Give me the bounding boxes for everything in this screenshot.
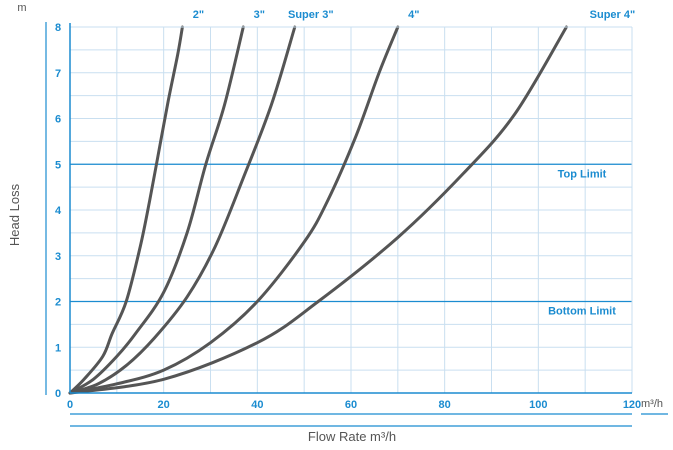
x-tick-label: 80 (439, 399, 451, 411)
series-line (68, 25, 245, 395)
series-group (68, 25, 568, 395)
series-label: Super 4" (590, 9, 636, 21)
reference-line-label: Bottom Limit (548, 306, 616, 318)
x-tick-label: 60 (345, 399, 357, 411)
y-tick-label: 0 (55, 388, 61, 400)
x-tick-label: 120 (623, 399, 641, 411)
series-label: Super 3" (288, 9, 334, 21)
series-line (68, 25, 184, 395)
y-tick-label: 4 (55, 205, 62, 217)
y-tick-label: 1 (55, 342, 61, 354)
y-axis-title: Head Loss (7, 183, 22, 246)
series-label: 4" (408, 9, 419, 21)
x-axis-title: Flow Rate m³/h (308, 429, 396, 444)
y-tick-label: 3 (55, 251, 61, 263)
axes (45, 22, 668, 427)
y-tick-label: 8 (55, 22, 61, 34)
series-line (68, 25, 297, 395)
y-tick-label: 7 (55, 68, 61, 80)
x-tick-label: 100 (529, 399, 547, 411)
x-tick-label: 40 (251, 399, 263, 411)
x-tick-label: 20 (158, 399, 170, 411)
x-unit-label: m³/h (641, 398, 663, 410)
reference-lines: Top Limit Bottom Limit (70, 163, 632, 318)
series-line (68, 25, 400, 395)
series-label: 2" (193, 9, 204, 21)
y-tick-label: 6 (55, 114, 61, 126)
labels: 2" 3" Super 3" 4" Super 4" 0 20 40 60 80 100 120 0 1 2… (55, 9, 641, 411)
series-line (68, 25, 568, 395)
y-tick-label: 2 (55, 297, 61, 309)
y-unit-label: m (17, 2, 26, 14)
x-tick-label: 0 (67, 399, 73, 411)
series-label: 3" (254, 9, 265, 21)
reference-line-label: Top Limit (558, 168, 607, 180)
y-tick-label: 5 (55, 159, 61, 171)
